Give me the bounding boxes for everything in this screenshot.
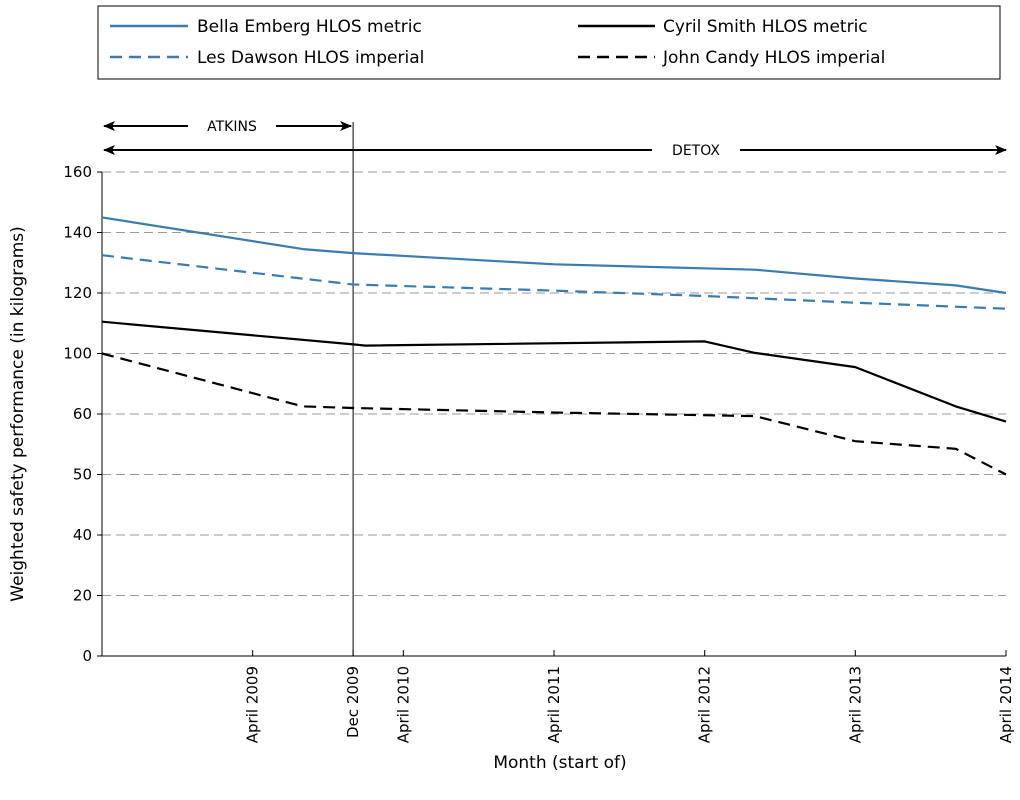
x-tick-label: April 2012: [696, 666, 714, 743]
legend-label: John Candy HLOS imperial: [662, 48, 885, 68]
y-tick-label: 20: [73, 587, 92, 605]
gridlines: [102, 171, 1006, 596]
y-tick-label: 40: [73, 526, 92, 544]
series-line-4: [101, 352, 1007, 476]
y-axis-title: Weighted safety performance (in kilogram…: [8, 226, 28, 601]
series-layer: [101, 216, 1007, 476]
x-tick-label: Dec 2009: [344, 666, 362, 738]
y-axis-ticks: 0 20 40 50 60 100 120 140 160: [63, 163, 102, 665]
x-tick-label: April 2009: [244, 666, 262, 743]
legend-item-cyril-smith: Cyril Smith HLOS metric: [578, 17, 868, 37]
phase-atkins: ATKINS: [103, 119, 353, 135]
x-tick-label: April 2010: [394, 666, 412, 743]
x-tick-label: April 2014: [997, 666, 1015, 743]
y-tick-label: 50: [73, 466, 92, 484]
series-line-2: [101, 254, 1007, 310]
y-tick-label: 120: [63, 284, 92, 302]
legend-item-john-candy: John Candy HLOS imperial: [578, 48, 885, 68]
y-tick-label: 100: [63, 345, 92, 363]
y-tick-label: 160: [63, 163, 92, 181]
detox-label: DETOX: [672, 143, 720, 159]
x-tick-label: April 2011: [545, 666, 563, 743]
legend: Bella Emberg HLOS metric Cyril Smith HLO…: [97, 5, 1001, 80]
phase-detox: DETOX: [103, 143, 1007, 159]
y-tick-label: 0: [82, 647, 92, 665]
x-axis-ticks: April 2009 Dec 2009 April 2010 April 2011 Ap…: [244, 650, 1015, 743]
legend-item-les-dawson: Les Dawson HLOS imperial: [110, 48, 424, 68]
y-tick-label: 140: [63, 224, 92, 242]
atkins-label: ATKINS: [207, 119, 257, 135]
legend-item-bella-emberg: Bella Emberg HLOS metric: [110, 17, 422, 37]
legend-label: Les Dawson HLOS imperial: [197, 48, 424, 68]
x-tick-label: April 2013: [846, 666, 864, 743]
y-tick-label: 60: [73, 405, 92, 423]
series-line-3: [101, 320, 1007, 423]
series-line-1: [101, 216, 1007, 295]
x-axis-title: Month (start of): [493, 753, 626, 773]
legend-box: [97, 5, 1001, 80]
legend-label: Cyril Smith HLOS metric: [663, 17, 868, 37]
legend-label: Bella Emberg HLOS metric: [197, 17, 422, 37]
